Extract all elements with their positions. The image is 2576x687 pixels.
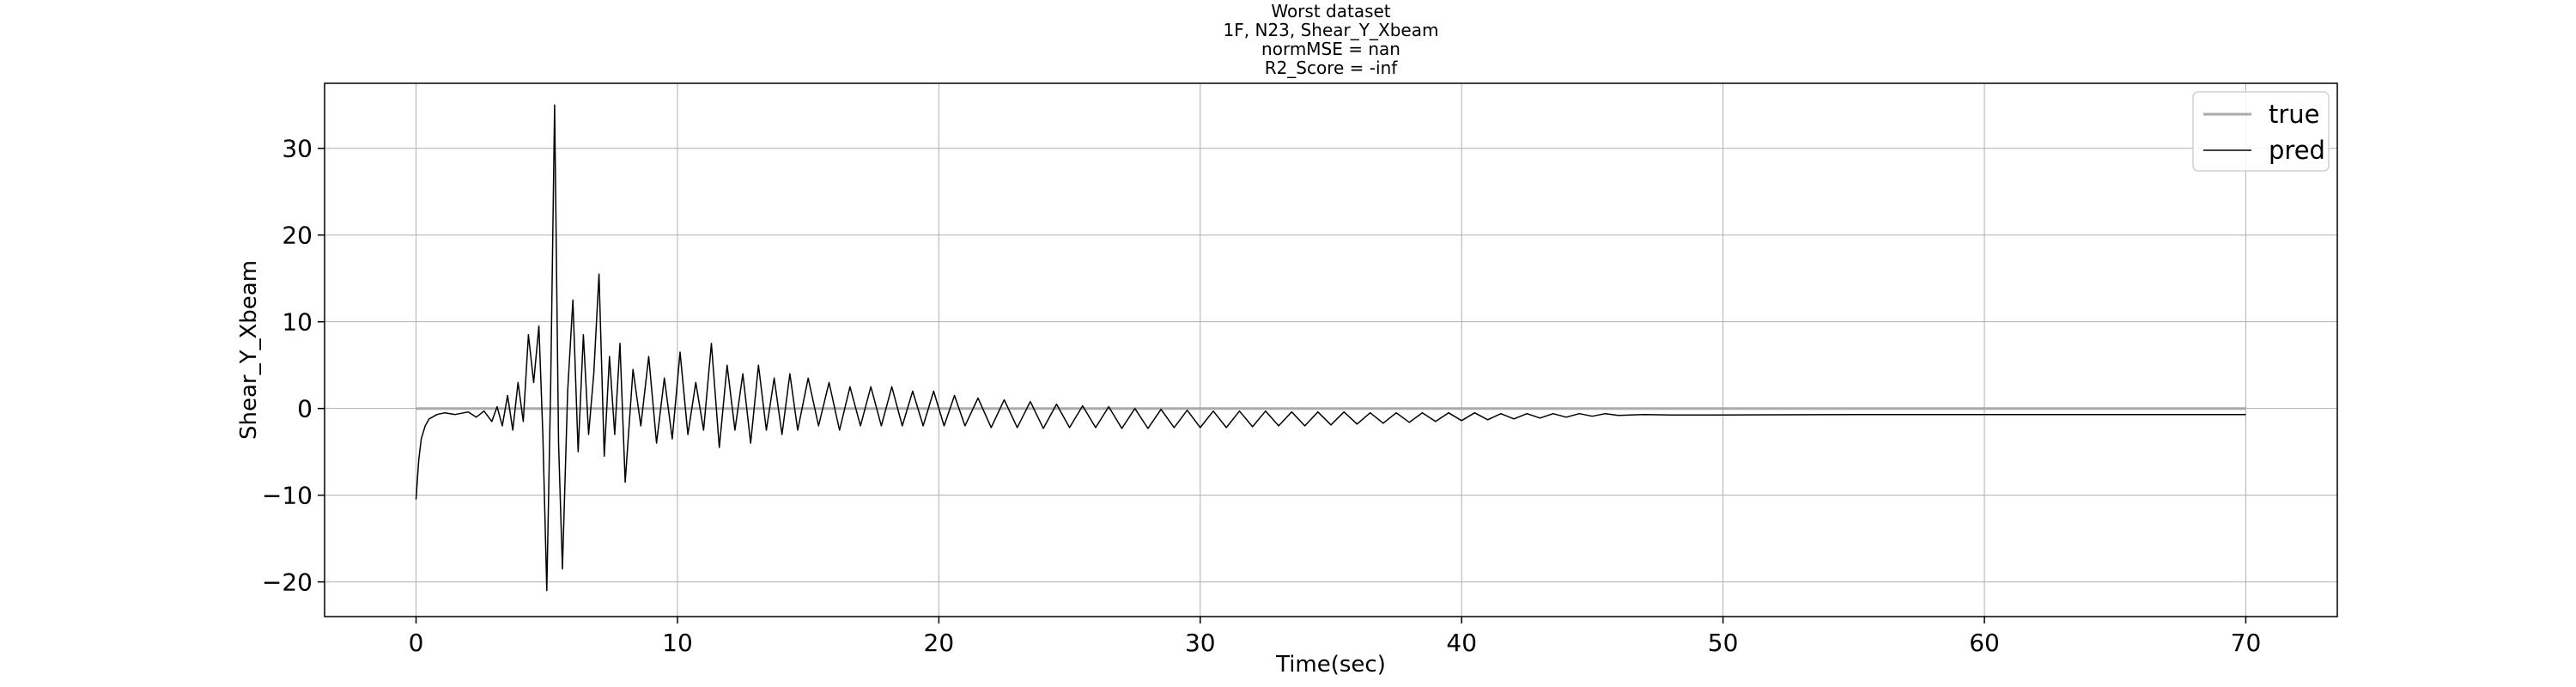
series-lines (415, 104, 2246, 592)
y-tick-label: 20 (282, 222, 313, 250)
x-axis-ticks: 0 10 20 30 40 50 60 70 (409, 617, 2262, 657)
x-tick-label: 70 (2231, 629, 2262, 657)
y-tick-label: −10 (262, 482, 313, 510)
x-tick-label: 20 (924, 629, 955, 657)
title-line: normMSE = nan (1261, 39, 1400, 59)
x-tick-label: 60 (1969, 629, 2000, 657)
y-tick-label: 10 (282, 308, 313, 337)
x-tick-label: 0 (409, 629, 424, 657)
x-tick-label: 40 (1446, 629, 1477, 657)
series-line-pred (415, 104, 2246, 592)
y-axis-ticks: −20 −10 0 10 20 30 (262, 135, 325, 597)
x-tick-label: 10 (662, 629, 693, 657)
y-tick-label: 30 (282, 135, 313, 163)
y-tick-label: −20 (262, 568, 313, 597)
title-line: 1F, N23, Shear_Y_Xbeam (1224, 20, 1439, 40)
legend-label: pred (2269, 136, 2325, 165)
x-axis-label: Time(sec) (1275, 652, 1386, 678)
grid (325, 83, 2337, 617)
legend: true pred (2192, 91, 2330, 172)
legend-box (2192, 91, 2330, 172)
title-line: R2_Score = -inf (1265, 58, 1399, 78)
x-tick-label: 50 (1708, 629, 1739, 657)
y-tick-label: 0 (297, 395, 313, 423)
y-axis-label: Shear_Y_Xbeam (236, 260, 262, 440)
plot-frame (324, 82, 2338, 617)
legend-label: true (2269, 100, 2320, 129)
x-tick-label: 30 (1185, 629, 1216, 657)
title-line: Worst dataset (1271, 1, 1390, 21)
